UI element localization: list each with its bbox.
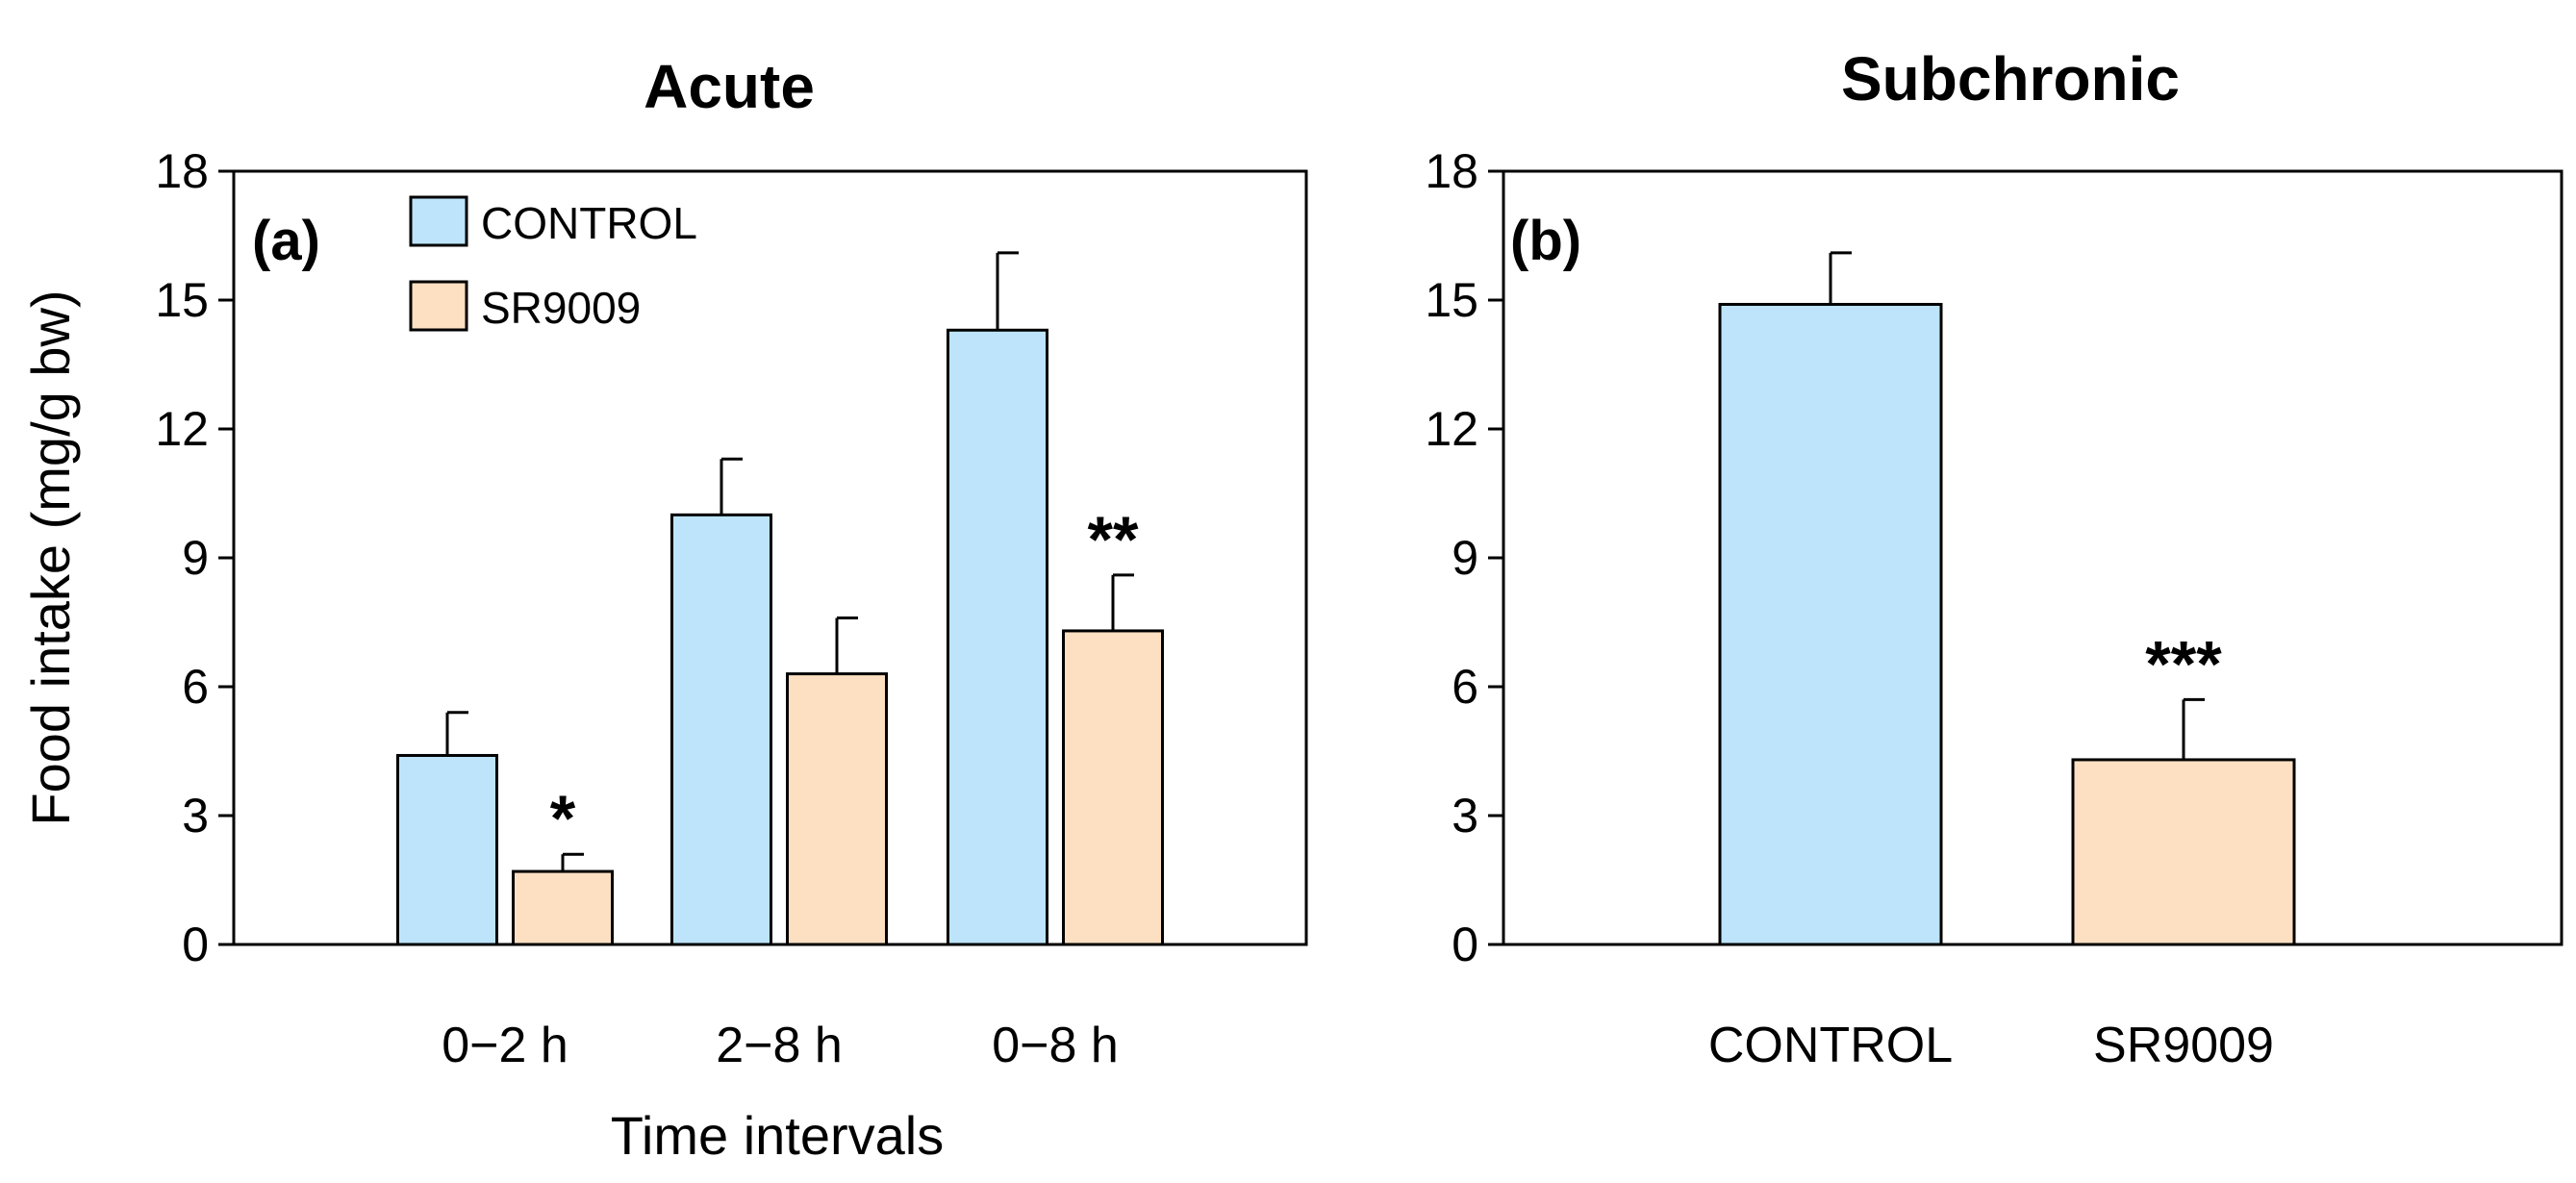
panel-b-y-ticks: 0 3 6 9 12 15 18 xyxy=(1425,144,1503,971)
panel-a-sr9009-significance: ** xyxy=(1088,503,1139,576)
panel-a-sr9009-bar xyxy=(1062,629,1164,946)
a-ytick-label: 18 xyxy=(155,144,209,198)
legend-label-sr9009: SR9009 xyxy=(481,283,641,333)
b-ytick-label: 9 xyxy=(1452,531,1478,585)
legend-swatch-control xyxy=(409,195,468,247)
panel-a-control-bar xyxy=(396,753,498,946)
panel-a-control-bar xyxy=(670,513,772,946)
panel-a-x-axis-label: Time intervals xyxy=(611,1105,944,1166)
panel-a-control-bar xyxy=(947,328,1048,946)
b-ytick-label: 18 xyxy=(1425,144,1478,198)
panel-a-sr9009-bar xyxy=(786,672,888,946)
panel-b-title: Subchronic xyxy=(1841,44,2180,113)
b-ytick-label: 12 xyxy=(1425,402,1478,456)
legend-label-control: CONTROL xyxy=(481,198,697,248)
legend-swatch-sr9009 xyxy=(409,280,468,332)
panel-b-frame xyxy=(1502,169,2563,946)
panel-b-label: (b) xyxy=(1510,210,1581,272)
panel-a-title: Acute xyxy=(644,52,815,121)
panel-a-bars: *** xyxy=(396,251,1164,946)
panel-a-sr9009-significance: * xyxy=(550,782,576,855)
y-axis-label: Food intake (mg/g bw) xyxy=(20,289,81,825)
a-ytick-label: 12 xyxy=(155,402,209,456)
b-ytick-label: 0 xyxy=(1452,918,1478,971)
panel-b-x-tick-label: SR9009 xyxy=(2093,1018,2274,1073)
b-ytick-label: 6 xyxy=(1452,660,1478,714)
panel-b-sr9009-bar xyxy=(2071,758,2296,946)
panel-a-x-tick-label: 0−2 h xyxy=(442,1018,568,1073)
a-ytick-label: 9 xyxy=(182,531,209,585)
panel-b-x-ticks: CONTROL SR9009 xyxy=(1708,1018,2274,1073)
panel-a-frame xyxy=(232,169,1308,946)
panel-a-x-tick-label: 0−8 h xyxy=(992,1018,1119,1073)
panel-a-x-tick-label: 2−8 h xyxy=(716,1018,843,1073)
a-ytick-label: 15 xyxy=(155,273,209,327)
panel-b-bars: *** xyxy=(1718,251,2296,946)
panel-b-x-tick-label: CONTROL xyxy=(1708,1018,1953,1073)
panel-b-sr9009-significance: *** xyxy=(2145,627,2222,700)
panel-a-sr9009-bar xyxy=(512,869,614,946)
a-ytick-label: 0 xyxy=(182,918,209,971)
a-ytick-label: 3 xyxy=(182,789,209,843)
b-ytick-label: 15 xyxy=(1425,273,1478,327)
b-ytick-label: 3 xyxy=(1452,789,1478,843)
a-ytick-label: 6 xyxy=(182,660,209,714)
panel-a-label: (a) xyxy=(252,210,320,272)
panel-a-legend: CONTROL SR9009 xyxy=(409,195,697,333)
panel-b: Subchronic (b) 0 3 6 9 12 15 18 *** CONTROL SR9… xyxy=(1425,44,2563,1073)
panel-a-y-ticks: 0 3 6 9 12 15 18 xyxy=(155,144,234,971)
panel-a-x-ticks: 0−2 h 2−8 h 0−8 h xyxy=(442,1018,1119,1073)
panel-b-control-bar xyxy=(1718,302,1943,946)
